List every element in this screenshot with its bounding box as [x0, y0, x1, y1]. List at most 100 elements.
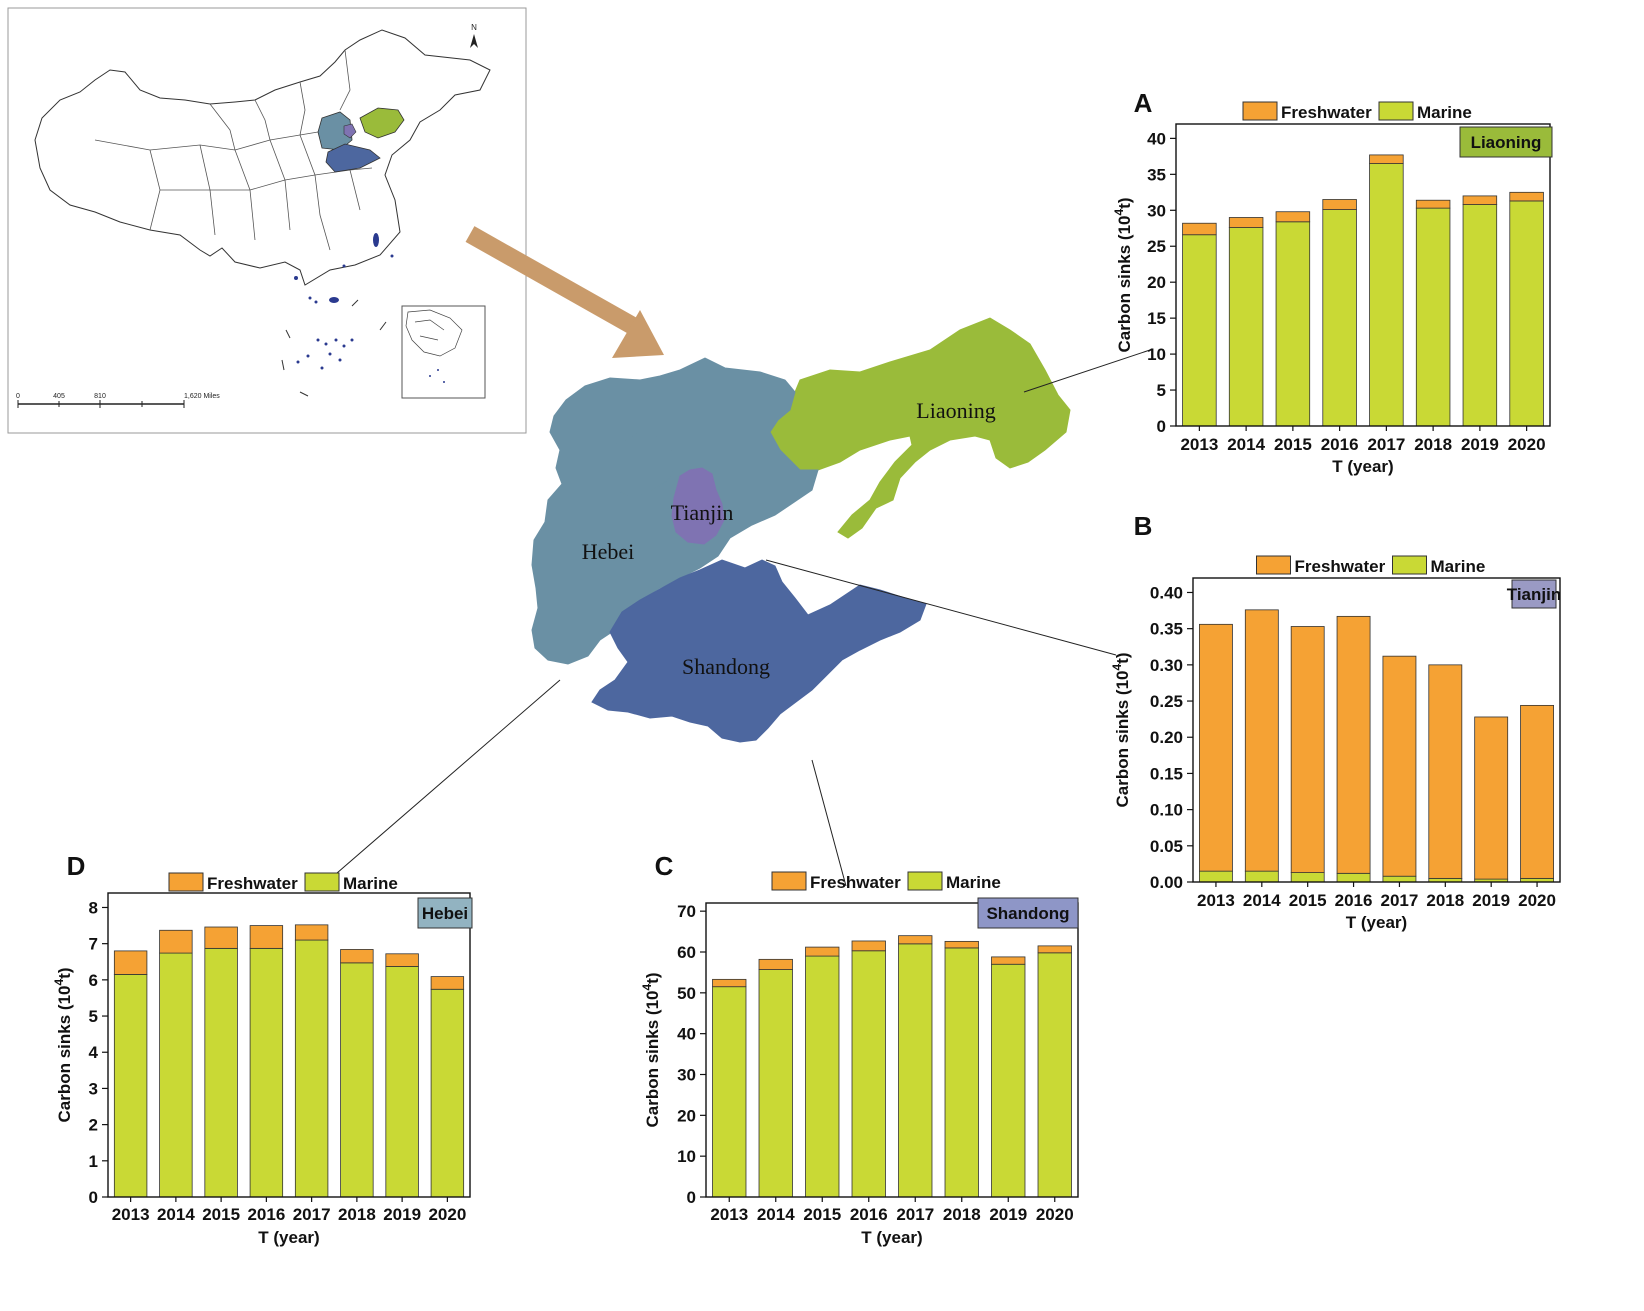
x-tick-label: 2019 [1472, 891, 1510, 910]
x-axis-title: T (year) [258, 1228, 319, 1247]
y-tick-label: 60 [677, 943, 696, 962]
bar-freshwater-2014 [159, 929, 193, 954]
x-tick-label: 2014 [157, 1205, 195, 1224]
region-tag-label: Tianjin [1507, 585, 1561, 604]
x-tick-label: 2020 [1518, 891, 1556, 910]
x-tick-label: 2015 [1289, 891, 1327, 910]
x-tick-label: 2020 [1508, 435, 1546, 454]
bar-marine-2015 [805, 955, 840, 1198]
x-tick-label: 2015 [803, 1205, 841, 1224]
plot-frame [107, 892, 471, 1198]
y-tick-label: 1 [89, 1152, 98, 1171]
y-tick-label: 20 [677, 1106, 696, 1125]
x-tick-label: 2020 [1036, 1205, 1074, 1224]
chart-panel-b: B Freshwater Marine 2013 2014 2015 2016 2017 201… [1110, 511, 1561, 932]
bar-marine-2020 [430, 988, 465, 1198]
y-tick-label: 5 [1157, 381, 1166, 400]
bar-marine-2018 [340, 962, 374, 1198]
bar-marine-2020 [1509, 200, 1544, 427]
bar-freshwater-2020 [1509, 191, 1544, 202]
bar-marine-2013 [1199, 870, 1233, 883]
y-tick-label: 50 [677, 984, 696, 1003]
north-arrow: N [470, 23, 478, 48]
y-tick-label: 15 [1147, 309, 1166, 328]
region-tag-label: Hebei [422, 904, 468, 923]
y-tick-label: 0.35 [1150, 620, 1183, 639]
leader-line-hebei [321, 679, 561, 887]
bar-marine-2014 [1228, 227, 1264, 427]
legend-swatch-freshwater [168, 872, 204, 892]
bar-freshwater-2019 [1474, 716, 1509, 880]
y-tick-label: 30 [1147, 201, 1166, 220]
legend-label-freshwater: Freshwater [1281, 103, 1372, 122]
bar-freshwater-2014 [1228, 217, 1264, 228]
bar-marine-2020 [1037, 952, 1072, 1198]
bar-freshwater-2019 [385, 953, 419, 967]
bar-freshwater-2016 [249, 925, 284, 949]
scale-label-2: 810 [94, 393, 106, 400]
y-tick-label: 8 [89, 898, 98, 917]
y-tick-label: 30 [677, 1066, 696, 1085]
panel-letter: A [1134, 88, 1153, 118]
bar-marine-2017 [1369, 163, 1404, 427]
y-tick-label: 6 [89, 971, 98, 990]
bar-marine-2015 [204, 947, 238, 1198]
bar-freshwater-2013 [1182, 222, 1217, 236]
x-tick-label: 2018 [1426, 891, 1464, 910]
y-tick-label: 25 [1147, 237, 1166, 256]
bar-freshwater-2013 [712, 978, 747, 988]
bar-freshwater-2020 [430, 976, 465, 990]
y-tick-label: 0.40 [1150, 583, 1183, 602]
bar-freshwater-2017 [1369, 154, 1404, 164]
hebei-label: Hebei [582, 539, 635, 564]
scale-label-1: 405 [53, 393, 65, 400]
y-tick-label: 40 [1147, 129, 1166, 148]
legend-label-freshwater: Freshwater [810, 873, 901, 892]
x-tick-label: 2019 [1461, 435, 1499, 454]
bar-freshwater-2015 [805, 946, 840, 957]
x-tick-label: 2013 [112, 1205, 150, 1224]
overview-inset [401, 305, 486, 399]
bar-marine-2019 [1462, 204, 1498, 427]
bar-freshwater-2013 [113, 950, 148, 975]
scale-bar: 0 405 810 1,620 Miles [16, 393, 220, 408]
y-tick-label: 0.20 [1150, 728, 1183, 747]
x-tick-label: 2013 [1180, 435, 1218, 454]
bar-marine-2017 [1382, 875, 1417, 883]
overview-boundary-marks [281, 299, 387, 397]
bar-freshwater-2015 [1275, 211, 1311, 223]
bar-freshwater-2013 [1199, 623, 1233, 872]
plot-frame [1175, 123, 1551, 427]
y-tick-label: 20 [1147, 273, 1166, 292]
y-tick-label: 2 [89, 1116, 98, 1135]
liaoning-region [769, 317, 1071, 539]
bar-freshwater-2016 [1336, 615, 1371, 874]
x-tick-label: 2014 [1243, 891, 1281, 910]
x-tick-label: 2016 [1335, 891, 1373, 910]
legend-label-freshwater: Freshwater [1295, 557, 1386, 576]
x-tick-label: 2015 [1274, 435, 1312, 454]
bar-freshwater-2014 [1244, 609, 1279, 872]
bar-freshwater-2019 [1462, 195, 1498, 205]
x-tick-label: 2018 [943, 1205, 981, 1224]
bar-freshwater-2018 [944, 940, 979, 949]
bar-freshwater-2018 [340, 949, 374, 964]
x-tick-label: 2020 [428, 1205, 466, 1224]
leader-line-shandong [811, 759, 847, 887]
bar-marine-2014 [758, 969, 793, 1198]
bar-marine-2015 [1290, 872, 1325, 883]
y-tick-label: 0.05 [1150, 837, 1183, 856]
x-axis-title: T (year) [861, 1228, 922, 1247]
x-tick-label: 2018 [338, 1205, 376, 1224]
y-tick-label: 0.30 [1150, 656, 1183, 675]
bar-marine-2014 [159, 952, 193, 1198]
y-tick-label: 5 [89, 1007, 98, 1026]
x-tick-label: 2015 [202, 1205, 240, 1224]
bar-freshwater-2017 [1382, 655, 1417, 877]
bar-freshwater-2014 [758, 958, 793, 970]
x-tick-label: 2016 [850, 1205, 888, 1224]
region-tag-box [417, 897, 473, 929]
x-tick-label: 2017 [1367, 435, 1405, 454]
tianjin-label: Tianjin [671, 500, 734, 525]
